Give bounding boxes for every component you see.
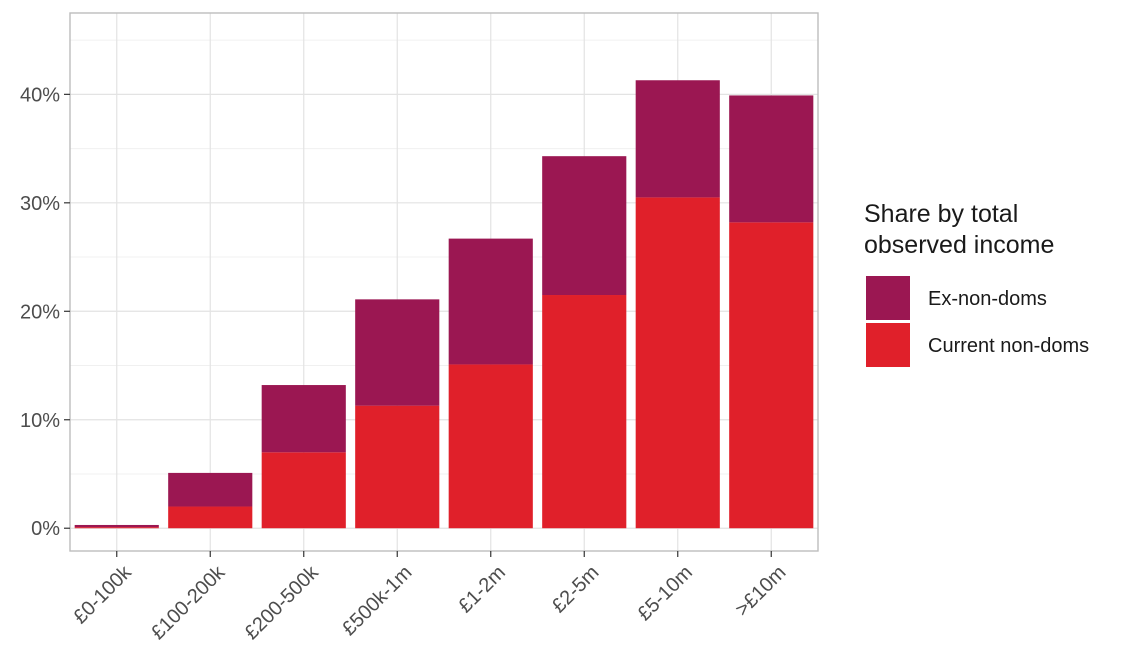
- legend-title-line-1: Share by total: [864, 200, 1018, 228]
- y-tick-label: 0%: [31, 518, 60, 540]
- bar-ex-non-doms-gbp100-200k: [168, 472, 253, 507]
- bar-ex-non-doms-gbp500k-1m: [355, 299, 440, 406]
- y-tick-label: 20%: [20, 301, 60, 323]
- bar-current-non-doms-gbp1-2m: [448, 364, 533, 529]
- bar-ex-non-doms-gbp2-5m: [542, 156, 627, 296]
- bar-ex-non-doms-gbp200-500k: [261, 385, 346, 453]
- bar-ex-non-doms-gbp5-10m: [635, 80, 720, 198]
- bar-ex-non-doms-gbp0-100k: [74, 524, 159, 528]
- bar-current-non-doms-gbp0-100k: [74, 527, 159, 529]
- y-tick-label: 10%: [20, 410, 60, 432]
- legend: Share by total observed income Ex-non-do…: [864, 200, 1089, 367]
- y-axis: 0% 10% 20% 30% 40%: [20, 84, 70, 540]
- legend-label-ex-non-doms: Ex-non-doms: [928, 288, 1047, 310]
- bar-current-non-doms-gt-gbp10m: [729, 222, 814, 529]
- y-tick-label: 40%: [20, 84, 60, 106]
- legend-swatch-current-non-doms: [866, 323, 910, 367]
- panel-border: [69, 12, 819, 552]
- bar-current-non-doms-gbp2-5m: [542, 295, 627, 529]
- bar-current-non-doms-gbp200-500k: [261, 452, 346, 529]
- y-tick-label: 30%: [20, 193, 60, 215]
- bar-ex-non-doms-gt-gbp10m: [729, 95, 814, 223]
- bar-current-non-doms-gbp500k-1m: [355, 405, 440, 529]
- plot-area: [69, 12, 819, 552]
- bar-ex-non-doms-gbp1-2m: [448, 238, 533, 365]
- legend-title-line-2: observed income: [864, 231, 1054, 259]
- legend-swatch-ex-non-doms: [866, 276, 910, 320]
- legend-label-current-non-doms: Current non-doms: [928, 335, 1089, 357]
- bar-current-non-doms-gbp5-10m: [635, 197, 720, 529]
- bar-current-non-doms-gbp100-200k: [168, 506, 253, 529]
